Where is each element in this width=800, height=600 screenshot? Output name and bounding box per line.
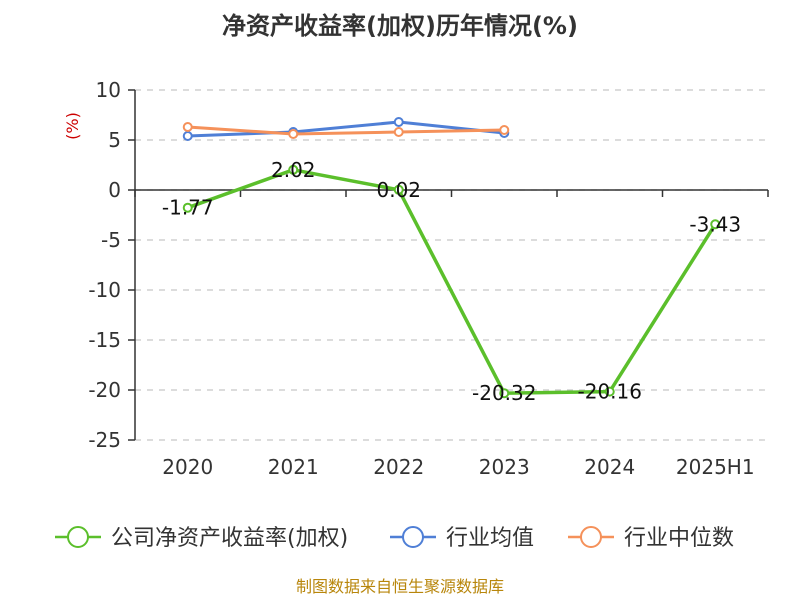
data-label: -20.32 (472, 381, 536, 405)
y-tick-label: 10 (96, 78, 121, 102)
data-point (710, 219, 721, 230)
series-line-industry-mean (187, 120, 505, 138)
data-labels: -1.77 2.02 0.02 -20.32 -20.16 -3.43 (162, 158, 741, 405)
x-tick-label: 2023 (479, 455, 530, 479)
axes: 10 5 0 -5 -10 -15 -20 -25 2020 2021 2022 2023 2024 20… (88, 78, 769, 479)
data-point (182, 122, 193, 132)
y-tick-label: -20 (88, 378, 121, 402)
legend-label: 行业中位数 (624, 526, 734, 551)
y-axis-unit-label: (%) (63, 112, 82, 140)
x-tick-label: 2022 (373, 455, 424, 479)
x-tick-label: 2025H1 (676, 455, 755, 479)
data-point (288, 129, 299, 139)
data-point (393, 127, 404, 137)
data-label: 2.02 (271, 158, 316, 182)
gridlines (135, 89, 768, 441)
legend-label: 行业均值 (446, 526, 534, 551)
data-point (499, 125, 510, 135)
y-tick-label: -25 (88, 428, 121, 452)
legend: 公司净资产收益率(加权) 行业均值 行业中位数 (55, 526, 734, 551)
chart-title: 净资产收益率(加权)历年情况(%) (222, 12, 578, 40)
data-point (604, 386, 615, 397)
legend-label: 公司净资产收益率(加权) (111, 526, 348, 551)
data-label: -20.16 (578, 380, 642, 404)
data-point (393, 117, 404, 127)
legend-marker (67, 526, 89, 548)
data-label: 0.02 (376, 178, 421, 202)
data-point (182, 202, 193, 213)
series-line-industry-median (187, 125, 505, 136)
legend-item: 行业均值 (390, 526, 534, 551)
data-label: -1.77 (162, 196, 214, 220)
y-tick-label: -10 (88, 278, 121, 302)
series-lines (182, 117, 721, 399)
x-tick-label: 2024 (584, 455, 635, 479)
data-point (393, 184, 404, 195)
legend-marker (402, 526, 424, 548)
x-tick-label: 2020 (162, 455, 213, 479)
y-tick-label: 5 (108, 128, 121, 152)
y-tick-label: -15 (88, 328, 121, 352)
legend-item: 公司净资产收益率(加权) (55, 526, 348, 551)
source-note: 制图数据来自恒生聚源数据库 (296, 577, 504, 596)
data-label: -3.43 (689, 212, 741, 236)
legend-item: 行业中位数 (568, 526, 734, 551)
y-tick-label: 0 (108, 178, 121, 202)
data-point (288, 164, 299, 175)
y-tick-label: -5 (101, 228, 121, 252)
data-point (499, 388, 510, 399)
data-point (182, 131, 193, 141)
x-tick-label: 2021 (268, 455, 319, 479)
series-line-company-roe (187, 168, 717, 395)
legend-marker (580, 526, 602, 548)
